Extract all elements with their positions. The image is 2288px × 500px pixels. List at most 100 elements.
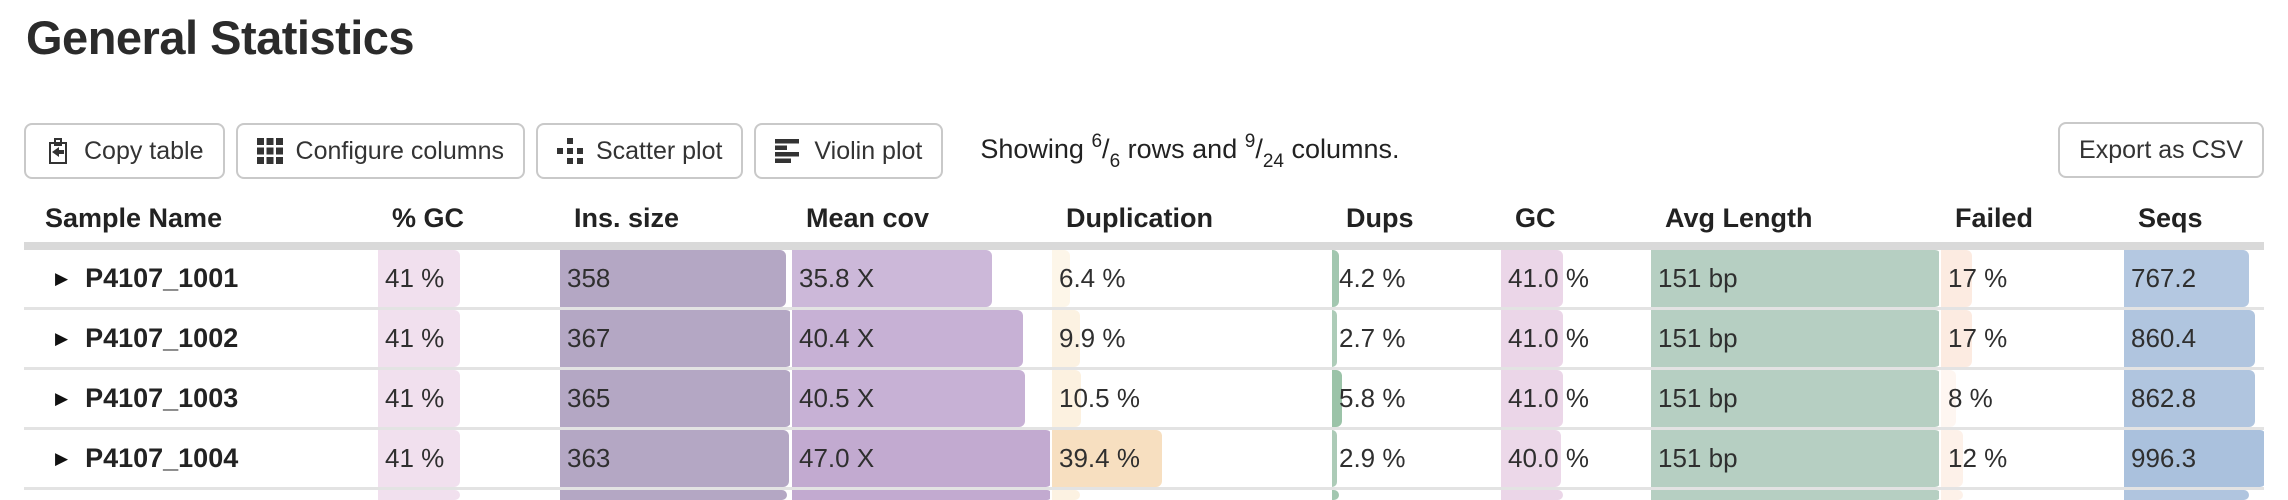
value-bar <box>1052 250 1070 307</box>
stat-cell-ins-size: 365 <box>558 370 790 427</box>
rows-cols-summary: Showing 6/6 rows and 9/24 columns. <box>980 130 1399 173</box>
stat-cell-pct-gc: 41 % <box>376 370 558 427</box>
stat-cell-ins-size: 367 <box>558 310 790 367</box>
stat-cell-pct-gc: 41 % <box>376 430 558 487</box>
row-toggle-icon[interactable]: ▶ <box>55 388 69 408</box>
cell-value: 862.8 <box>2131 383 2197 413</box>
configure-columns-button[interactable]: Configure columns <box>235 123 525 179</box>
stat-cell-gc <box>1499 490 1649 500</box>
export-csv-label: Export as CSV <box>2079 135 2243 164</box>
cell-value: 17 % <box>1948 263 2008 293</box>
column-header-failed[interactable]: Failed <box>1955 203 2034 233</box>
stat-cell-dups: 5.8 % <box>1330 370 1499 427</box>
column-header-gc[interactable]: GC <box>1515 203 1556 233</box>
table-row: ▶ P4107_1001 41 % 358 35.8 X 6.4 % 4.2 %… <box>24 250 2264 310</box>
value-bar <box>378 430 460 487</box>
stat-cell-ins-size <box>558 490 790 500</box>
cell-value: 4.2 % <box>1339 263 1406 293</box>
stat-cell-gc: 41.0 % <box>1499 250 1649 307</box>
value-bar <box>378 250 460 307</box>
value-bar <box>1332 430 1337 487</box>
cell-value: 17 % <box>1948 323 2008 353</box>
value-bar <box>560 370 790 427</box>
value-bar <box>1052 430 1163 487</box>
stat-cell-gc: 41.0 % <box>1499 370 1649 427</box>
scatter-plot-button[interactable]: Scatter plot <box>535 123 744 179</box>
export-csv-button[interactable]: Export as CSV <box>2058 122 2264 178</box>
stat-cell-failed: 17 % <box>1939 250 2122 307</box>
table-toolbar: Copy table Configure columns Scatter plo… <box>24 122 2264 180</box>
cell-value: 41 % <box>385 383 445 413</box>
stat-cell-gc: 41.0 % <box>1499 310 1649 367</box>
value-bar <box>2124 490 2249 500</box>
value-bar <box>2124 310 2255 367</box>
copy-table-button[interactable]: Copy table <box>24 123 225 179</box>
stat-cell-ins-size: 358 <box>558 250 790 307</box>
column-header-duplication[interactable]: Duplication <box>1066 203 1213 233</box>
cell-value: 41.0 % <box>1508 323 1589 353</box>
column-header-sample-name[interactable]: Sample Name <box>45 203 223 233</box>
value-bar <box>1332 310 1337 367</box>
table-row: ▶ P4107_1003 41 % 365 40.5 X 10.5 % 5.8 … <box>24 370 2264 430</box>
cell-value: 2.9 % <box>1339 443 1406 473</box>
column-header-seqs[interactable]: Seqs <box>2138 203 2203 233</box>
stat-cell-seqs: 767.2 <box>2122 250 2264 307</box>
value-bar <box>1941 310 1973 367</box>
sample-name-cell: ▶ P4107_1003 <box>24 370 376 427</box>
value-bar <box>792 490 1050 500</box>
value-bar <box>1941 250 1973 307</box>
stat-cell-duplication: 39.4 % <box>1050 430 1330 487</box>
cell-value: 8 % <box>1948 383 1993 413</box>
cell-value: 151 bp <box>1658 443 1738 473</box>
cell-value: 6.4 % <box>1059 263 1126 293</box>
cell-value: 5.8 % <box>1339 383 1406 413</box>
stat-cell-seqs <box>2122 490 2264 500</box>
page-title: General Statistics <box>26 11 415 64</box>
column-header-mean-cov[interactable]: Mean cov <box>806 203 930 233</box>
row-toggle-icon[interactable]: ▶ <box>55 328 69 348</box>
cell-value: 365 <box>567 383 611 413</box>
value-bar <box>1501 490 1563 500</box>
value-bar <box>1501 310 1563 367</box>
stat-cell-seqs: 996.3 <box>2122 430 2264 487</box>
summary-mid: rows and <box>1127 133 1238 164</box>
value-bar <box>1501 370 1563 427</box>
cell-value: 41 % <box>385 443 445 473</box>
stat-cell-avg-length: 151 bp <box>1649 310 1939 367</box>
value-bar <box>1941 370 1956 427</box>
column-header-ins-size[interactable]: Ins. size <box>574 203 680 233</box>
violin-plot-button[interactable]: Violin plot <box>754 123 944 179</box>
stat-cell-dups: 2.7 % <box>1330 310 1499 367</box>
cell-value: 41 % <box>385 323 445 353</box>
fraction-slash: / <box>1255 133 1263 164</box>
table-row-partial <box>24 490 2264 500</box>
column-header-pct-gc[interactable]: % GC <box>392 203 465 233</box>
stat-cell-failed: 12 % <box>1939 430 2122 487</box>
cols-shown: 9 <box>1244 130 1256 152</box>
cell-value: 363 <box>567 443 611 473</box>
stat-cell-dups: 2.9 % <box>1330 430 1499 487</box>
cell-value: 40.0 % <box>1508 443 1589 473</box>
row-toggle-icon[interactable]: ▶ <box>55 448 69 468</box>
table-row: ▶ P4107_1002 41 % 367 40.4 X 9.9 % 2.7 %… <box>24 310 2264 370</box>
cell-value: 860.4 <box>2131 323 2197 353</box>
value-bar <box>378 490 460 500</box>
column-header-avg-length[interactable]: Avg Length <box>1665 203 1813 233</box>
row-toggle-icon[interactable]: ▶ <box>55 268 69 288</box>
cell-value: 151 bp <box>1658 323 1738 353</box>
value-bar <box>1651 310 1939 367</box>
column-header-dups[interactable]: Dups <box>1346 203 1414 233</box>
sample-name: P4107_1001 <box>85 263 239 293</box>
stat-cell-duplication: 10.5 % <box>1050 370 1330 427</box>
stat-cell-pct-gc: 41 % <box>376 310 558 367</box>
violin-plot-icon <box>775 138 801 164</box>
copy-icon <box>45 137 71 165</box>
violin-plot-label: Violin plot <box>814 136 923 165</box>
value-bar <box>1332 490 1339 500</box>
cell-value: 41 % <box>385 263 445 293</box>
cols-total: 24 <box>1262 151 1284 173</box>
scatter-plot-icon <box>556 138 583 164</box>
value-bar <box>1651 430 1939 487</box>
stat-cell-mean-cov: 40.4 X <box>790 310 1050 367</box>
value-bar <box>2124 370 2255 427</box>
